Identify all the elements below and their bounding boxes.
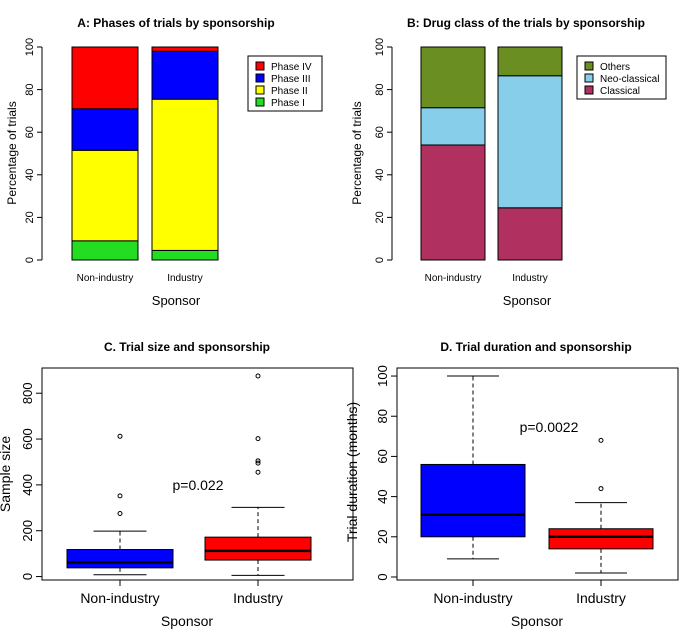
panel-a-x-tick-label: Industry [167, 273, 203, 284]
panel-d-plot-frame [396, 367, 679, 581]
panel-c-x-tick-label: Non-industry [80, 590, 159, 606]
panel-a-legend-label-phase-iii: Phase III [271, 74, 310, 85]
panel-b-x-tick-label: Industry [512, 273, 548, 284]
panel-c-outlier-non-industry [117, 511, 123, 517]
panel-d-box-industry [548, 528, 654, 550]
panel-a-legend-label-phase-ii: Phase II [271, 86, 308, 97]
panel-a-bar-non-industry-phase-iv [71, 46, 139, 110]
panel-d-y-tick-label: 80 [375, 409, 390, 423]
panel-d-y-tick-label: 40 [375, 489, 390, 503]
panel-c-outlier-non-industry [117, 433, 123, 439]
panel-a-legend-swatch-phase-ii [255, 85, 265, 95]
panel-c-outlier-industry [255, 460, 261, 466]
panel-a-bar-non-industry-phase-ii [71, 149, 139, 242]
panel-d-xlabel: Sponsor [511, 613, 563, 629]
panel-c-ylabel: Sample size [0, 436, 13, 512]
panel-b-y-tick-label: 100 [374, 38, 386, 56]
panel-d-outlier-industry [598, 486, 604, 492]
panel-b-legend-swatch-classical [584, 85, 594, 95]
panel-b-y-tick-label: 20 [374, 211, 386, 223]
panel-d-box-non-industry [420, 463, 526, 538]
panel-c-trial-size-boxplot: C. Trial size and sponsorship Sample siz… [0, 340, 354, 629]
panel-d-pvalue: p=0.0022 [520, 419, 579, 435]
panel-b-bar-industry-neo-classical [497, 75, 563, 209]
panel-d-ylabel: Trial duration (months) [344, 402, 360, 542]
panel-b-bar-non-industry-classical [420, 144, 486, 261]
panel-b-xlabel: Sponsor [503, 293, 552, 308]
panel-d-y-tick-label: 0 [375, 573, 390, 580]
panel-a-y-tick-label: 80 [24, 83, 36, 95]
panel-b-legend-label-others: Others [600, 62, 630, 73]
panel-c-xlabel: Sponsor [161, 613, 213, 629]
panel-a-legend-swatch-phase-i [255, 97, 265, 107]
panel-a-title: A: Phases of trials by sponsorship [77, 16, 274, 30]
panel-a-y-tick-label: 40 [24, 169, 36, 181]
panel-a-x-tick-label: Non-industry [77, 273, 134, 284]
panel-c-y-tick-label: 200 [20, 520, 35, 542]
panel-b-drug-class-chart: B: Drug class of the trials by sponsorsh… [350, 16, 667, 308]
panel-b-y-tick-label: 80 [374, 83, 386, 95]
panel-c-x-tick-label: Industry [233, 590, 283, 606]
panel-b-legend-swatch-neo-classical [584, 73, 594, 83]
panel-c-y-tick-label: 0 [20, 573, 35, 580]
panel-b-legend-swatch-others [584, 61, 594, 71]
panel-a-y-tick-label: 100 [24, 38, 36, 56]
panel-c-outlier-industry [255, 373, 261, 379]
panel-a-y-tick-label: 0 [24, 257, 36, 263]
panel-a-ylabel: Percentage of trials [5, 101, 19, 204]
panel-a-bar-non-industry-phase-i [71, 240, 139, 261]
panel-d-trial-duration-boxplot: D. Trial duration and sponsorship Trial … [344, 340, 679, 629]
panel-b-title: B: Drug class of the trials by sponsorsh… [407, 16, 645, 30]
panel-b-y-tick-label: 60 [374, 126, 386, 138]
panel-c-outlier-non-industry [117, 493, 123, 499]
panel-d-y-tick-label: 20 [375, 530, 390, 544]
panel-a-bar-industry-phase-ii [151, 98, 219, 251]
panel-b-bar-non-industry-neo-classical [420, 107, 486, 146]
panel-c-box-non-industry [66, 549, 174, 569]
panel-a-legend-swatch-phase-iii [255, 73, 265, 83]
panel-b-legend-label-neo-classical: Neo-classical [600, 74, 659, 85]
panel-b-y-tick-label: 0 [374, 257, 386, 263]
panel-c-y-tick-label: 400 [20, 474, 35, 496]
panel-a-legend-label-phase-iv: Phase IV [271, 62, 312, 73]
panel-a-y-tick-label: 20 [24, 211, 36, 223]
panel-b-x-tick-label: Non-industry [425, 273, 482, 284]
panel-c-pvalue: p=0.022 [173, 477, 224, 493]
panel-a-xlabel: Sponsor [152, 293, 201, 308]
panel-d-title: D. Trial duration and sponsorship [440, 340, 631, 354]
panel-b-bar-industry-others [497, 46, 563, 77]
panel-d-x-tick-label: Industry [576, 590, 626, 606]
panel-c-box-industry [204, 536, 312, 561]
panel-a-bar-industry-phase-iii [151, 50, 219, 100]
panel-d-y-tick-label: 60 [375, 449, 390, 463]
panel-c-outlier-industry [255, 436, 261, 442]
panel-d-y-tick-label: 100 [375, 365, 390, 387]
panel-a-legend-label-phase-i: Phase I [271, 98, 305, 109]
panel-b-bar-industry-classical [497, 207, 563, 261]
panel-d-outlier-industry [598, 437, 604, 443]
panel-c-outlier-industry [255, 469, 261, 475]
panel-a-legend-swatch-phase-iv [255, 61, 265, 71]
panel-c-plot-frame [41, 367, 354, 581]
panel-a-bar-non-industry-phase-iii [71, 108, 139, 151]
panel-c-y-tick-label: 800 [20, 382, 35, 404]
panel-b-bar-non-industry-others [420, 46, 486, 109]
panel-a-y-tick-label: 60 [24, 126, 36, 138]
panel-b-legend-label-classical: Classical [600, 86, 640, 97]
panel-c-y-tick-label: 600 [20, 428, 35, 450]
panel-a-phases-chart: A: Phases of trials by sponsorship Perce… [5, 16, 323, 308]
panel-b-y-tick-label: 40 [374, 169, 386, 181]
panel-d-x-tick-label: Non-industry [433, 590, 512, 606]
panel-c-title: C. Trial size and sponsorship [104, 340, 270, 354]
panel-a-bar-industry-phase-iv [151, 46, 219, 52]
panel-c-outlier-industry [255, 458, 261, 464]
panel-b-ylabel: Percentage of trials [350, 101, 364, 204]
panel-a-bar-industry-phase-i [151, 249, 219, 261]
